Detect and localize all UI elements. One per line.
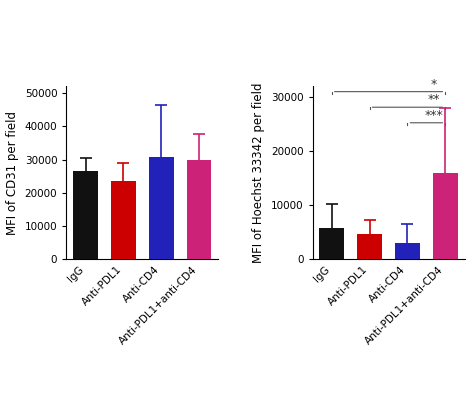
Text: **: ** — [428, 94, 440, 107]
Bar — [187, 160, 211, 259]
Y-axis label: MFI of Hoechst 33342 per field: MFI of Hoechst 33342 per field — [252, 83, 265, 263]
Bar — [433, 173, 457, 259]
Text: ***: *** — [425, 109, 443, 122]
Bar — [73, 171, 98, 259]
Text: *: * — [431, 78, 437, 91]
Y-axis label: MFI of CD31 per field: MFI of CD31 per field — [6, 111, 19, 235]
Bar — [149, 157, 173, 259]
Bar — [319, 228, 344, 259]
Bar — [111, 181, 136, 259]
Bar — [395, 243, 420, 259]
Bar — [357, 234, 382, 259]
